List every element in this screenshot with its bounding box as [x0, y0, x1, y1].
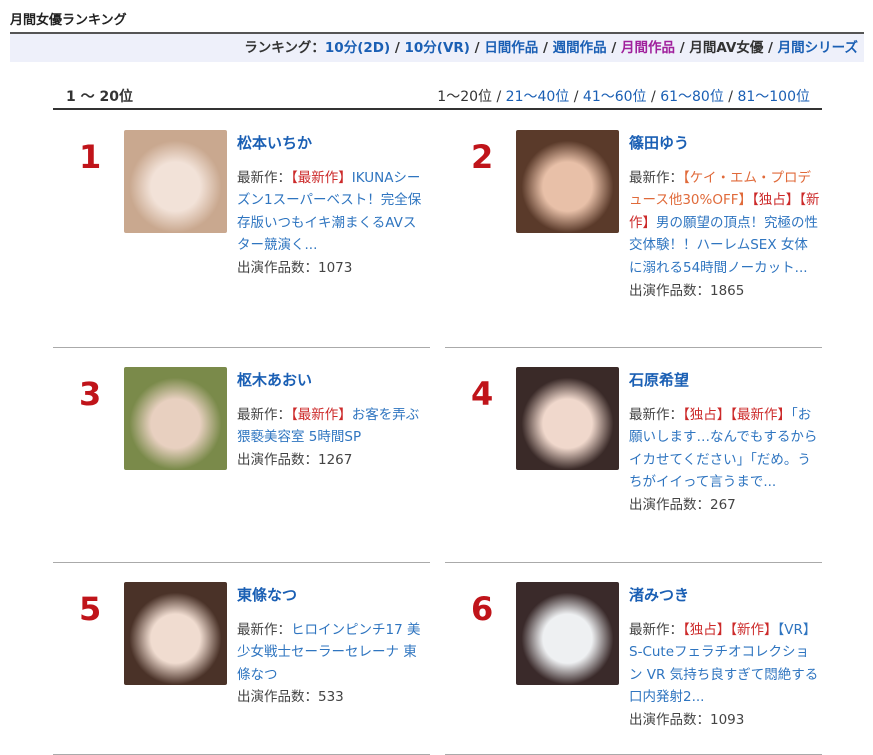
page-link[interactable]: 81〜100位: [737, 89, 810, 105]
latest-label: 最新作：: [237, 406, 291, 423]
current-range: 1 ～ 20位: [66, 89, 133, 105]
work-segment-link[interactable]: お客を弄ぶ猥褻美容室 5時間SP: [237, 406, 420, 446]
actress-photo[interactable]: [516, 367, 619, 470]
actress-photo[interactable]: [124, 582, 227, 685]
pager: 1 ～ 20位 1〜20位 / 21〜40位 / 41〜60位 / 61〜80位…: [53, 82, 822, 110]
count-value: 1073: [318, 259, 353, 276]
count-label: 出演作品数：: [237, 689, 318, 706]
ranking-card: 2 篠田ゆう 最新作：【ケイ・エム・プロデュース他30%OFF】【独占】【新作】…: [445, 130, 822, 348]
subnav-label: ランキング：: [244, 40, 325, 56]
page-link: 1〜20位: [437, 89, 493, 105]
ranking-card: 1 松本いちか 最新作：【最新作】IKUNAシーズン1スーパーベスト！完全保存版…: [53, 130, 430, 348]
actress-name[interactable]: 松本いちか: [237, 134, 313, 152]
latest-work: 最新作：【最新作】IKUNAシーズン1スーパーベスト！完全保存版いつもイキ潮まく…: [237, 167, 429, 257]
separator: /: [569, 89, 583, 105]
page-title: 月間女優ランキング: [10, 13, 127, 28]
work-count: 出演作品数：1865: [629, 280, 821, 303]
actress-photo[interactable]: [516, 130, 619, 233]
subnav-item: 月間AV女優: [689, 40, 764, 56]
count-label: 出演作品数：: [629, 496, 710, 513]
work-segment-link[interactable]: 男の願望の頂点！究極の性交体験！！ハーレムSEX 女体に溺れる54時間ノーカット…: [629, 214, 818, 276]
rank-number: 4: [471, 375, 494, 413]
latest-label: 最新作：: [237, 169, 291, 186]
separator: /: [469, 40, 485, 56]
subnav-item[interactable]: 10分(VR): [404, 40, 470, 56]
work-segment-tag[interactable]: 【最新作】: [291, 169, 352, 186]
page-link[interactable]: 41〜60位: [582, 89, 647, 105]
work-count: 出演作品数：267: [629, 494, 821, 517]
work-segment-link[interactable]: IKUNAシーズン1スーパーベスト！完全保存版いつもイキ潮まくるAVスター競演く…: [237, 169, 422, 254]
count-value: 267: [710, 496, 736, 513]
rank-number: 2: [471, 138, 494, 176]
latest-label: 最新作：: [629, 621, 683, 638]
rank-number: 1: [79, 138, 102, 176]
ranking-card: 3 枢木あおい 最新作：【最新作】お客を弄ぶ猥褻美容室 5時間SP 出演作品数：…: [53, 367, 430, 563]
rank-number: 6: [471, 590, 494, 628]
latest-label: 最新作：: [629, 406, 683, 423]
separator: /: [675, 40, 690, 56]
work-segment-tag[interactable]: 【独占】【最新作】: [683, 406, 791, 423]
page-link[interactable]: 61〜80位: [660, 89, 724, 105]
count-value: 533: [318, 689, 344, 706]
work-count: 出演作品数：1093: [629, 709, 821, 732]
count-value: 1267: [318, 451, 353, 468]
actress-name[interactable]: 石原希望: [629, 371, 690, 389]
ranking-subnav: ランキング：10分(2D) / 10分(VR) / 日間作品 / 週間作品 / …: [10, 34, 864, 62]
work-segment-link[interactable]: 【VR】S-Cuteフェラチオコレクション VR 気持ち良すぎて悶絶する口内発射…: [629, 621, 819, 706]
subnav-item[interactable]: 10分(2D): [324, 40, 391, 56]
actress-name[interactable]: 東條なつ: [237, 586, 298, 604]
work-count: 出演作品数：1073: [237, 257, 429, 280]
actress-name[interactable]: 渚みつき: [629, 586, 690, 604]
count-label: 出演作品数：: [629, 711, 710, 728]
actress-name[interactable]: 枢木あおい: [237, 371, 313, 389]
work-segment-tag[interactable]: 【最新作】: [291, 406, 352, 423]
separator: /: [763, 40, 778, 56]
latest-work: 最新作：【独占】【新作】【VR】S-Cuteフェラチオコレクション VR 気持ち…: [629, 619, 821, 709]
actress-photo[interactable]: [124, 130, 227, 233]
work-segment-link[interactable]: 「お願いします…なんでもするからイカせてください」「だめ。うちがイイって言うまで…: [629, 406, 818, 491]
count-label: 出演作品数：: [237, 259, 318, 276]
separator: /: [723, 89, 738, 105]
separator: /: [390, 40, 405, 56]
separator: /: [538, 40, 553, 56]
separator: /: [492, 89, 506, 105]
latest-label: 最新作：: [629, 169, 683, 186]
latest-label: 最新作：: [237, 621, 291, 638]
work-segment-promo[interactable]: 【ケイ・エム・プロデュース他30%OFF】: [629, 169, 811, 209]
rank-number: 3: [79, 375, 102, 413]
actress-photo[interactable]: [516, 582, 619, 685]
separator: /: [646, 89, 661, 105]
ranking-card: 6 渚みつき 最新作：【独占】【新作】【VR】S-Cuteフェラチオコレクション…: [445, 582, 822, 755]
actress-name[interactable]: 篠田ゆう: [629, 134, 690, 152]
separator: /: [606, 40, 621, 56]
work-segment-tag[interactable]: 【独占】【新作】: [683, 621, 778, 638]
pager-links: 1〜20位 / 21〜40位 / 41〜60位 / 61〜80位 / 81〜10…: [437, 86, 810, 106]
divider: [10, 32, 864, 34]
ranking-card: 5 東條なつ 最新作：ヒロインピンチ17 美少女戦士セーラーセレーナ 東條なつ …: [53, 582, 430, 755]
latest-work: 最新作：【独占】【最新作】「お願いします…なんでもするからイカせてください」「だ…: [629, 404, 821, 494]
rank-number: 5: [79, 590, 102, 628]
actress-photo[interactable]: [124, 367, 227, 470]
count-value: 1093: [710, 711, 745, 728]
work-segment-link[interactable]: ヒロインピンチ17 美少女戦士セーラーセレーナ 東條なつ: [237, 621, 421, 683]
page-link[interactable]: 21〜40位: [505, 89, 570, 105]
work-count: 出演作品数：1267: [237, 449, 429, 472]
subnav-item[interactable]: 週間作品: [552, 40, 607, 56]
latest-work: 最新作：【ケイ・エム・プロデュース他30%OFF】【独占】【新作】男の願望の頂点…: [629, 167, 821, 280]
count-value: 1865: [710, 282, 745, 299]
work-segment-tag[interactable]: 【独占】【新作】: [629, 192, 820, 231]
subnav-item[interactable]: 日間作品: [484, 40, 539, 56]
count-label: 出演作品数：: [629, 282, 710, 299]
latest-work: 最新作：【最新作】お客を弄ぶ猥褻美容室 5時間SP: [237, 404, 429, 449]
latest-work: 最新作：ヒロインピンチ17 美少女戦士セーラーセレーナ 東條なつ: [237, 619, 429, 687]
ranking-card: 4 石原希望 最新作：【独占】【最新作】「お願いします…なんでもするからイカせて…: [445, 367, 822, 563]
count-label: 出演作品数：: [237, 451, 318, 468]
subnav-item[interactable]: 月間作品: [621, 40, 675, 56]
work-count: 出演作品数：533: [237, 686, 429, 709]
subnav-item[interactable]: 月間シリーズ: [777, 40, 858, 56]
